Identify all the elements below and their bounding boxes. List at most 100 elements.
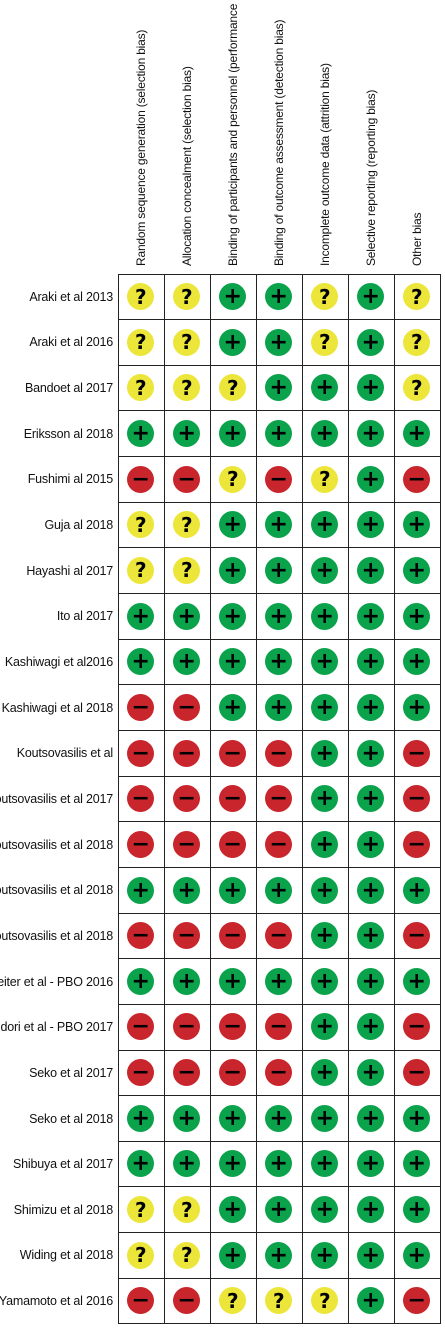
rating-cell: − xyxy=(118,1004,165,1051)
rating-cell: + xyxy=(210,958,257,1005)
low-risk-mark: + xyxy=(265,511,293,539)
high-risk-mark: − xyxy=(173,1059,201,1087)
rating-cell: ? xyxy=(164,1232,211,1279)
unclear-risk-mark: ? xyxy=(173,1241,201,1269)
low-risk-mark: + xyxy=(403,420,431,447)
rating-cell: − xyxy=(256,730,303,777)
low-risk-mark: + xyxy=(265,374,293,402)
study-label: Araki et al 2016 xyxy=(29,335,113,350)
rating-cell: + xyxy=(348,365,395,412)
rating-cell: + xyxy=(348,1187,395,1234)
low-risk-mark: + xyxy=(403,1241,431,1269)
unclear-risk-mark: ? xyxy=(127,374,155,402)
column-header: Allocation concealment (selection bias) xyxy=(180,66,194,266)
rating-cell: − xyxy=(394,1004,441,1051)
rating-cell: ? xyxy=(118,502,165,549)
rating-cell: + xyxy=(118,593,165,640)
study-label: Shimizu et al 2018 xyxy=(13,1202,113,1217)
low-risk-mark: + xyxy=(127,967,155,995)
rating-cell: − xyxy=(118,776,165,823)
high-risk-mark: − xyxy=(127,830,155,858)
high-risk-mark: − xyxy=(403,1059,431,1087)
rating-cell: + xyxy=(210,1187,257,1234)
low-risk-mark: + xyxy=(357,739,385,767)
unclear-risk-mark: ? xyxy=(173,374,201,402)
column-header: Random sequence generation (selection bi… xyxy=(134,29,148,266)
low-risk-mark: + xyxy=(357,511,385,539)
low-risk-mark: + xyxy=(173,967,201,995)
unclear-risk-mark: ? xyxy=(173,1196,201,1224)
rating-cell: − xyxy=(118,730,165,777)
rating-cell: + xyxy=(394,684,441,731)
low-risk-mark: + xyxy=(311,1013,339,1041)
low-risk-mark: + xyxy=(219,511,247,539)
low-risk-mark: + xyxy=(311,922,339,950)
high-risk-mark: − xyxy=(219,830,247,858)
rating-cell: + xyxy=(348,547,395,595)
unclear-risk-mark: ? xyxy=(219,374,247,402)
unclear-risk-mark: ? xyxy=(127,1241,155,1269)
high-risk-mark: − xyxy=(403,1287,431,1315)
low-risk-mark: + xyxy=(311,739,339,767)
unclear-risk-mark: ? xyxy=(173,283,201,311)
low-risk-mark: + xyxy=(311,876,339,904)
unclear-risk-mark: ? xyxy=(173,556,201,584)
low-risk-mark: + xyxy=(173,1150,201,1178)
rating-cell: + xyxy=(302,1095,349,1142)
rating-cell: ? xyxy=(118,274,165,321)
rating-cell: − xyxy=(256,1050,303,1097)
low-risk-mark: + xyxy=(219,420,247,447)
rating-cell: + xyxy=(210,410,257,458)
high-risk-mark: − xyxy=(173,922,201,950)
rating-cell: ? xyxy=(118,547,165,595)
high-risk-mark: − xyxy=(127,1287,155,1315)
low-risk-mark: + xyxy=(403,511,431,539)
rating-cell: ? xyxy=(164,365,211,412)
rating-cell: ? xyxy=(210,1278,257,1325)
rating-cell: − xyxy=(210,730,257,777)
rating-cell: + xyxy=(302,1141,349,1188)
rating-cell: ? xyxy=(302,274,349,321)
rating-cell: ? xyxy=(394,319,441,366)
high-risk-mark: − xyxy=(403,1013,431,1041)
rating-cell: + xyxy=(348,319,395,366)
low-risk-mark: + xyxy=(265,648,293,676)
rating-cell: + xyxy=(394,410,441,458)
rating-cell: − xyxy=(256,913,303,960)
rating-cell: ? xyxy=(164,1187,211,1234)
high-risk-mark: − xyxy=(403,739,431,767)
unclear-risk-mark: ? xyxy=(403,283,431,311)
rating-cell: − xyxy=(394,776,441,823)
rating-cell: + xyxy=(394,1232,441,1279)
rating-cell: − xyxy=(210,1004,257,1051)
high-risk-mark: − xyxy=(403,465,431,493)
rating-cell: − xyxy=(164,456,211,503)
rating-cell: − xyxy=(118,684,165,731)
column-header: Incomplete outcome data (attrition bias) xyxy=(318,63,332,266)
study-label: Bandoet al 2017 xyxy=(24,381,113,396)
high-risk-mark: − xyxy=(219,1059,247,1087)
rating-cell: − xyxy=(256,456,303,503)
low-risk-mark: + xyxy=(311,1196,339,1224)
rating-cell: + xyxy=(210,1095,257,1142)
low-risk-mark: + xyxy=(173,876,201,904)
unclear-risk-mark: ? xyxy=(311,328,339,356)
low-risk-mark: + xyxy=(403,1104,431,1132)
low-risk-mark: + xyxy=(311,830,339,858)
high-risk-mark: − xyxy=(173,785,201,813)
rating-cell: + xyxy=(348,684,395,731)
rating-cell: + xyxy=(164,1141,211,1188)
study-label: Yamamoto et al 2016 xyxy=(0,1294,113,1309)
high-risk-mark: − xyxy=(173,830,201,858)
rating-cell: + xyxy=(302,867,349,914)
high-risk-mark: − xyxy=(403,830,431,858)
high-risk-mark: − xyxy=(127,1059,155,1087)
low-risk-mark: + xyxy=(265,876,293,904)
low-risk-mark: + xyxy=(173,420,201,447)
rating-cell: − xyxy=(164,1050,211,1097)
low-risk-mark: + xyxy=(219,602,247,630)
unclear-risk-mark: ? xyxy=(127,511,155,539)
rating-cell: − xyxy=(164,1004,211,1051)
rating-cell: − xyxy=(210,913,257,960)
